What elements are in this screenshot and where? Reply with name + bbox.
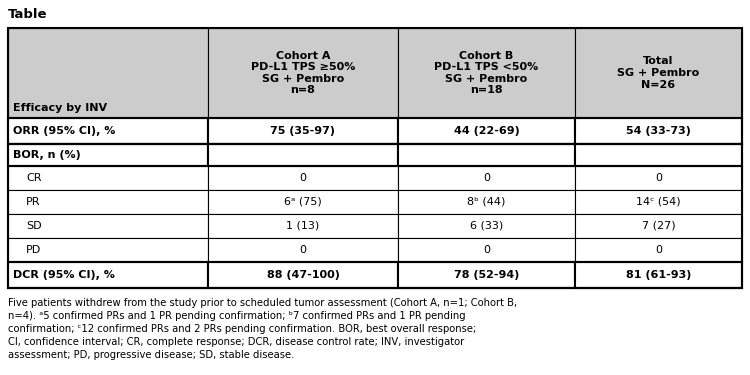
Bar <box>575 238 742 262</box>
Bar <box>208 28 398 118</box>
Text: 81 (61-93): 81 (61-93) <box>626 270 692 280</box>
Bar <box>208 238 398 262</box>
Bar <box>8 144 208 166</box>
Text: Cohort B
PD-L1 TPS <50%
SG + Pembro
n=18: Cohort B PD-L1 TPS <50% SG + Pembro n=18 <box>434 51 538 95</box>
Bar <box>575 166 742 190</box>
Text: 44 (22-69): 44 (22-69) <box>454 126 519 136</box>
Bar <box>575 262 742 288</box>
Text: 6 (33): 6 (33) <box>470 221 503 231</box>
Bar <box>8 214 208 238</box>
Bar <box>8 28 742 288</box>
Bar <box>8 118 208 144</box>
Bar <box>398 262 575 288</box>
Bar <box>398 214 575 238</box>
Bar <box>398 238 575 262</box>
Bar <box>8 166 208 190</box>
Text: 0: 0 <box>655 173 662 183</box>
Text: assessment; PD, progressive disease; SD, stable disease.: assessment; PD, progressive disease; SD,… <box>8 350 294 360</box>
Text: Five patients withdrew from the study prior to scheduled tumor assessment (Cohor: Five patients withdrew from the study pr… <box>8 298 518 308</box>
Text: Table: Table <box>8 8 47 21</box>
Text: ORR (95% CI), %: ORR (95% CI), % <box>13 126 116 136</box>
Text: 75 (35-97): 75 (35-97) <box>271 126 335 136</box>
Text: DCR (95% CI), %: DCR (95% CI), % <box>13 270 115 280</box>
Bar <box>208 262 398 288</box>
Bar <box>208 190 398 214</box>
Bar <box>398 28 575 118</box>
Bar <box>575 214 742 238</box>
Text: Cohort A
PD-L1 TPS ≥50%
SG + Pembro
n=8: Cohort A PD-L1 TPS ≥50% SG + Pembro n=8 <box>251 51 356 95</box>
Bar <box>8 238 208 262</box>
Text: CR: CR <box>26 173 41 183</box>
Text: 6ᵃ (75): 6ᵃ (75) <box>284 197 322 207</box>
Text: CI, confidence interval; CR, complete response; DCR, disease control rate; INV, : CI, confidence interval; CR, complete re… <box>8 337 464 347</box>
Bar <box>398 190 575 214</box>
Text: PD: PD <box>26 245 41 255</box>
Text: 8ᵇ (44): 8ᵇ (44) <box>467 197 506 207</box>
Bar <box>398 144 575 166</box>
Text: 14ᶜ (54): 14ᶜ (54) <box>636 197 681 207</box>
Text: Total
SG + Pembro
N=26: Total SG + Pembro N=26 <box>617 56 700 90</box>
Bar <box>8 262 208 288</box>
Text: Efficacy by INV: Efficacy by INV <box>13 103 107 113</box>
Bar <box>208 166 398 190</box>
Bar <box>8 190 208 214</box>
Text: 54 (33-73): 54 (33-73) <box>626 126 691 136</box>
Text: 0: 0 <box>655 245 662 255</box>
Text: 0: 0 <box>299 245 307 255</box>
Bar <box>398 118 575 144</box>
Bar <box>208 118 398 144</box>
Bar <box>208 144 398 166</box>
Bar <box>8 28 208 118</box>
Text: SD: SD <box>26 221 42 231</box>
Bar <box>575 190 742 214</box>
Text: 0: 0 <box>299 173 307 183</box>
Text: 78 (52-94): 78 (52-94) <box>454 270 519 280</box>
Text: confirmation; ᶜ12 confirmed PRs and 2 PRs pending confirmation. BOR, best overal: confirmation; ᶜ12 confirmed PRs and 2 PR… <box>8 324 476 334</box>
Bar <box>575 28 742 118</box>
Text: n=4). ᵃ5 confirmed PRs and 1 PR pending confirmation; ᵇ7 confirmed PRs and 1 PR : n=4). ᵃ5 confirmed PRs and 1 PR pending … <box>8 311 466 321</box>
Text: 88 (47-100): 88 (47-100) <box>266 270 340 280</box>
Text: BOR, n (%): BOR, n (%) <box>13 150 81 160</box>
Text: 0: 0 <box>483 173 490 183</box>
Text: 0: 0 <box>483 245 490 255</box>
Bar <box>208 214 398 238</box>
Bar <box>398 166 575 190</box>
Text: PR: PR <box>26 197 40 207</box>
Text: 1 (13): 1 (13) <box>286 221 320 231</box>
Text: 7 (27): 7 (27) <box>642 221 675 231</box>
Bar <box>575 144 742 166</box>
Bar <box>575 118 742 144</box>
